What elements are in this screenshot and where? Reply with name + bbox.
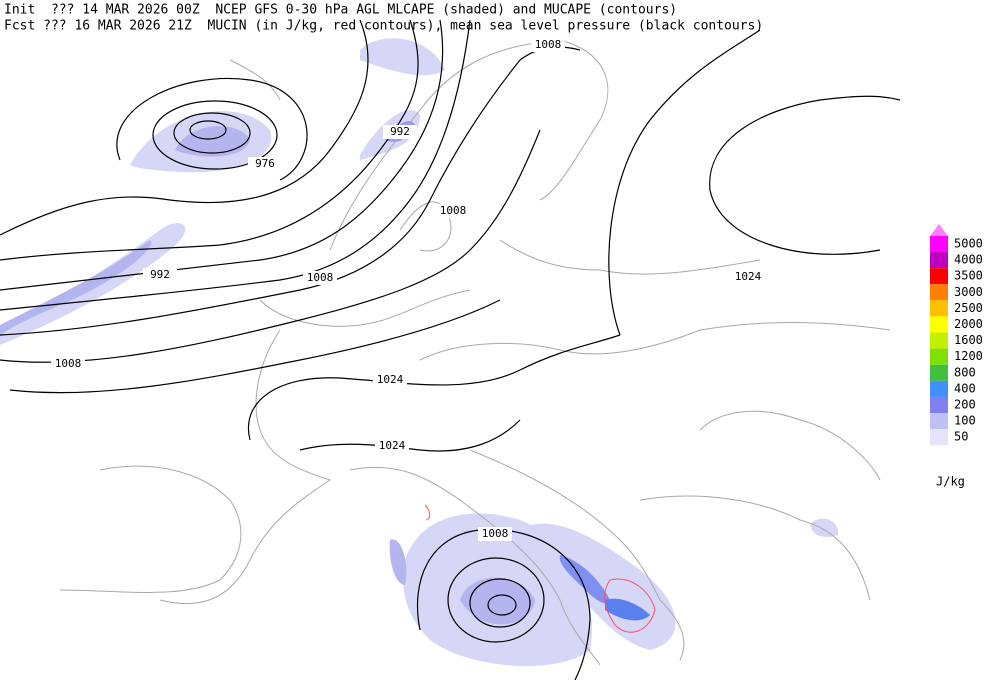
isobars-path [0,19,419,261]
coastlines-path [699,410,881,481]
cape-shading-path [0,240,152,335]
legend-swatch [930,252,948,269]
coastlines-path [639,495,871,601]
isobars-path [247,334,621,441]
isobars-ellipse [173,112,251,154]
legend-swatch [930,284,948,301]
header-line: Fcst ??? 16 MAR 2026 21Z MUCIN (in J/kg,… [4,19,763,34]
label-background [143,268,177,282]
cape-shading-path [559,555,610,604]
isobars-path [9,299,501,394]
legend-swatch [930,332,948,349]
label-background [375,439,409,453]
coastlines-path [499,239,761,275]
contour-label: 1024 [735,270,762,283]
label-background [51,357,85,371]
legend-swatch [930,429,948,446]
label-background [478,527,512,541]
cape-shading [0,38,839,667]
legend-label: 50 [954,430,968,444]
legend-label: 800 [954,365,976,379]
contour-label: 1024 [377,373,404,386]
legend-swatch [930,380,948,397]
legend-swatch [930,348,948,365]
isobars-ellipse [152,100,278,170]
legend-swatch [930,316,948,333]
legend: 5000 4000 3500 3000 2500 2000 1600 1200 800 400 20… [930,223,983,489]
label-background [248,157,282,171]
isobars-ellipse [189,120,227,140]
label-background [436,204,470,218]
contour-label: 1008 [307,271,334,284]
isobars-path [0,46,581,336]
legend-swatch [930,413,948,430]
cape-shading-path [175,126,250,157]
coastlines-path [59,465,242,593]
legend-label: 200 [954,398,976,412]
contour-label: 992 [390,125,410,138]
legend-label: 2000 [954,317,983,331]
contour-label: 1008 [55,357,82,370]
isobars-path [116,77,308,181]
contour-label: 992 [150,268,170,281]
contour-label: 1024 [379,439,406,452]
label-background [731,270,765,284]
contour-label: 1008 [535,38,562,51]
cin-contours [424,504,656,633]
isobars-ellipse [447,557,545,643]
label-background [383,125,417,139]
legend-swatch [930,364,948,381]
cin-contours-path [424,504,431,521]
legend-label: 2500 [954,301,983,315]
contour-label: 1008 [482,527,509,540]
legend-label: 400 [954,381,976,395]
legend-swatch [930,235,948,253]
isobars-path [416,528,591,680]
legend-swatch [930,300,948,317]
coastlines-path [159,329,332,605]
label-background [303,271,337,285]
legend-unit: J/kg [936,475,965,489]
cin-contours-path [604,578,656,633]
legend-label: 1200 [954,349,983,363]
isobars-path [608,29,761,336]
legend-label: 5000 [954,237,983,251]
coastlines-path [229,59,281,101]
isobars [0,19,901,680]
label-background [531,38,565,52]
legend-label: 100 [954,414,976,428]
coastlines-path [259,289,471,327]
legend-label: 4000 [954,253,983,267]
isobars-path [0,19,471,311]
isobars-path [709,95,901,255]
legend-swatch [930,268,948,285]
isobars-ellipse [487,594,517,616]
isobars-path [0,19,444,291]
header-line: Init ??? 14 MAR 2026 00Z NCEP GFS 0-30 h… [4,3,677,18]
legend-swatch [930,396,948,414]
isobars-ellipse [469,578,531,628]
coastlines-path [469,449,685,661]
legend-label: 1600 [954,333,983,347]
contour-labels: 1008 992 976 1008 992 1008 1008 1024 1024 1024 100… [51,38,765,541]
coastlines-path [419,322,891,361]
cape-shading-path [460,577,535,625]
legend-arrow [930,223,948,236]
isobars-path [0,19,369,236]
cape-shading-path [810,518,839,538]
contour-label: 1008 [440,204,467,217]
isobars-path [0,129,541,363]
contour-label: 976 [255,157,275,170]
legend-label: 3000 [954,285,983,299]
cape-shading-path [605,598,650,621]
cape-shading-path [360,38,445,76]
label-background [373,373,407,387]
cape-shading-path [389,539,407,585]
coastlines-path [399,201,452,252]
isobars-path [299,419,521,452]
legend-label: 3500 [954,269,983,283]
